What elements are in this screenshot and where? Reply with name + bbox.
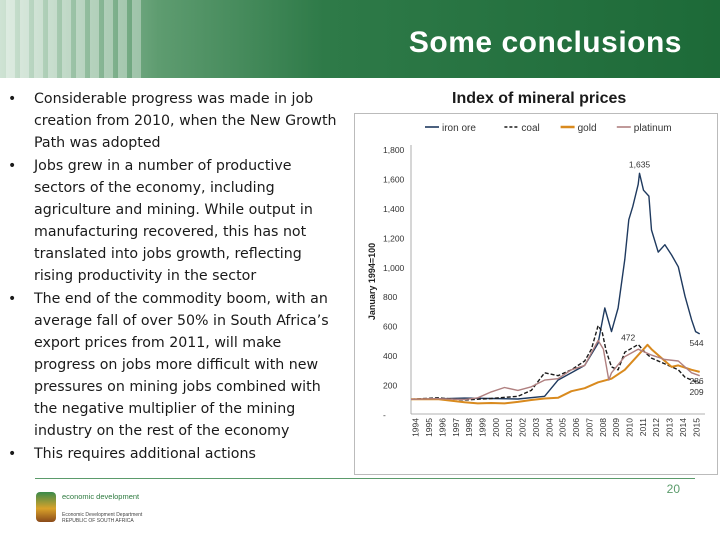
x-tick-label: 2012 — [651, 418, 661, 437]
y-tick-label: 200 — [383, 381, 397, 391]
chart-container: - 200 400 600 800 1,000 1,200 1,400 1,600 1,800 Ja… — [354, 113, 718, 475]
footer: economic development Economic Developmen… — [0, 472, 720, 540]
y-tick-label: 600 — [383, 322, 397, 332]
data-label: 286 — [689, 376, 703, 386]
x-tick-label: 2002 — [518, 418, 528, 437]
page-number: 20 — [666, 482, 680, 496]
series-line-coal — [410, 324, 700, 401]
y-tick-label: 1,000 — [383, 263, 405, 273]
x-tick-label: 1999 — [477, 418, 487, 437]
title-bar: Some conclusions — [0, 0, 720, 78]
y-tick-label: 1,600 — [383, 174, 405, 184]
series-line-iron-ore — [410, 172, 701, 400]
legend-label: gold — [578, 123, 597, 134]
data-label: 209 — [689, 387, 703, 397]
footer-divider — [35, 478, 695, 479]
x-tick-label: 2007 — [584, 418, 594, 437]
x-tick-label: 1998 — [464, 418, 474, 437]
legend-label: iron ore — [442, 123, 476, 134]
x-tick-label: 2010 — [624, 418, 634, 437]
legend-label: coal — [521, 123, 539, 134]
y-tick-label: - — [383, 410, 386, 420]
x-tick-label: 2015 — [691, 418, 701, 437]
bullet-item: The end of the commodity boom, with an a… — [8, 288, 343, 442]
x-tick-label: 2000 — [491, 418, 501, 437]
logo-title: economic development — [62, 492, 140, 501]
x-tick-label: 1997 — [451, 418, 461, 437]
y-tick-label: 1,400 — [383, 204, 405, 214]
x-tick-label: 1995 — [424, 418, 434, 437]
title-bar-background — [0, 0, 720, 78]
slide-title: Some conclusions — [408, 26, 682, 59]
x-tick-label: 2003 — [531, 418, 541, 437]
y-tick-label: 400 — [383, 351, 397, 361]
x-tick-label: 2006 — [571, 418, 581, 437]
x-tick-label: 1994 — [411, 418, 421, 437]
series-line-gold — [410, 343, 700, 405]
data-label: 1,635 — [629, 159, 651, 169]
y-tick-label: 800 — [383, 292, 397, 302]
series-line-platinum — [410, 339, 700, 401]
y-tick-label: 1,200 — [383, 233, 405, 243]
x-tick-label: 2014 — [678, 418, 688, 437]
chart-title: Index of mineral prices — [452, 90, 627, 107]
y-tick-label: 1,800 — [383, 145, 405, 155]
bullet-list: Considerable progress was made in job cr… — [8, 88, 343, 466]
x-tick-label: 2011 — [638, 418, 648, 437]
legend-label: platinum — [634, 123, 672, 134]
edd-logo: economic development Economic Developmen… — [36, 492, 146, 532]
data-label: 472 — [621, 333, 635, 343]
x-tick-label: 2008 — [598, 418, 608, 437]
bullet-item: Considerable progress was made in job cr… — [8, 88, 343, 154]
x-tick-label: 2009 — [611, 418, 621, 437]
coat-of-arms-icon — [36, 492, 56, 522]
y-axis-label: January 1994=100 — [367, 243, 377, 320]
x-tick-label: 1996 — [437, 418, 447, 437]
decorative-stripes — [0, 0, 156, 78]
x-tick-label: 2005 — [558, 418, 568, 437]
x-tick-label: 2004 — [544, 418, 554, 437]
bullet-item: Jobs grew in a number of productive sect… — [8, 155, 343, 287]
bullet-item: This requires additional actions — [8, 443, 343, 465]
mineral-prices-chart: - 200 400 600 800 1,000 1,200 1,400 1,600 1,800 Ja… — [367, 123, 705, 437]
data-label: 544 — [689, 338, 703, 348]
x-tick-label: 2013 — [665, 418, 675, 437]
logo-subtitle: Economic Development Department REPUBLIC… — [62, 512, 143, 524]
x-tick-label: 2001 — [504, 418, 514, 437]
